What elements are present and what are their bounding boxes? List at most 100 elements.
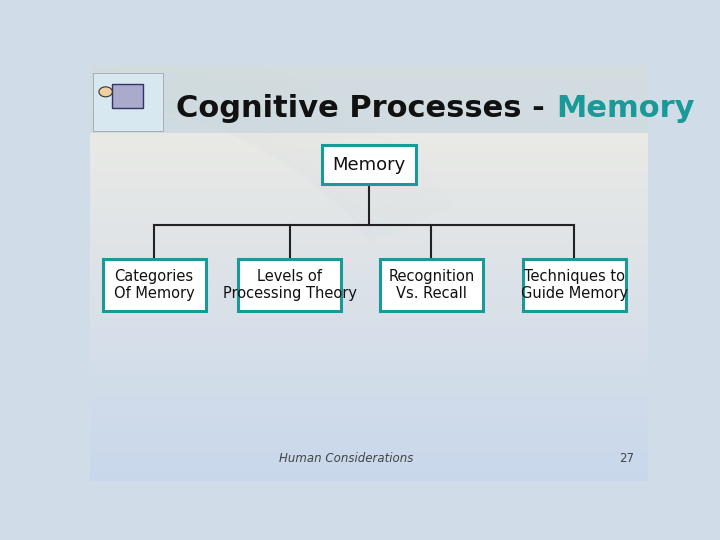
- Bar: [90, 397, 648, 400]
- Bar: [90, 87, 648, 90]
- Bar: [90, 200, 648, 202]
- Bar: [90, 231, 648, 233]
- Bar: [90, 422, 648, 424]
- Bar: [90, 354, 648, 356]
- Bar: [90, 221, 648, 223]
- Bar: [90, 395, 648, 397]
- Bar: [90, 339, 648, 341]
- Bar: [90, 85, 648, 87]
- Bar: [90, 235, 648, 238]
- Bar: [90, 370, 648, 373]
- Bar: [90, 250, 648, 252]
- Bar: [90, 125, 648, 127]
- Bar: [90, 258, 648, 260]
- Bar: [90, 383, 648, 385]
- Bar: [90, 298, 648, 300]
- Bar: [90, 109, 648, 111]
- Bar: [90, 113, 648, 114]
- Bar: [90, 225, 648, 227]
- Bar: [90, 474, 648, 476]
- Bar: [90, 333, 648, 335]
- Bar: [90, 458, 648, 460]
- Bar: [90, 316, 648, 319]
- Bar: [90, 275, 648, 277]
- Bar: [90, 194, 648, 196]
- Bar: [90, 152, 648, 154]
- Bar: [90, 82, 648, 84]
- Bar: [90, 472, 648, 474]
- Bar: [90, 277, 648, 279]
- Bar: [90, 96, 648, 98]
- Bar: [90, 196, 648, 198]
- Bar: [90, 167, 648, 168]
- Bar: [90, 404, 648, 406]
- Bar: [90, 478, 648, 481]
- Bar: [90, 358, 648, 360]
- Bar: [90, 302, 648, 304]
- Bar: [90, 106, 648, 109]
- Bar: [90, 446, 648, 447]
- Bar: [90, 239, 648, 241]
- Bar: [90, 185, 648, 187]
- Bar: [90, 462, 648, 464]
- Bar: [90, 265, 648, 266]
- Bar: [90, 308, 648, 310]
- Bar: [90, 92, 648, 94]
- Bar: [90, 349, 648, 352]
- Bar: [90, 366, 648, 368]
- Bar: [90, 283, 648, 285]
- Bar: [90, 352, 648, 354]
- Bar: [90, 248, 648, 250]
- Bar: [90, 75, 648, 77]
- Bar: [90, 287, 648, 289]
- Bar: [90, 158, 648, 160]
- Bar: [90, 412, 648, 414]
- Bar: [90, 138, 648, 140]
- Bar: [90, 314, 648, 316]
- Bar: [90, 160, 648, 163]
- Bar: [90, 233, 648, 235]
- Text: Cognitive Processes -: Cognitive Processes -: [176, 94, 556, 123]
- Bar: [90, 65, 648, 133]
- Bar: [90, 387, 648, 389]
- Text: Techniques to
Guide Memory: Techniques to Guide Memory: [521, 269, 628, 301]
- Bar: [90, 252, 648, 254]
- Bar: [90, 402, 648, 404]
- Bar: [90, 73, 648, 75]
- Bar: [90, 304, 648, 306]
- Bar: [90, 148, 648, 150]
- Bar: [90, 77, 648, 79]
- Bar: [90, 466, 648, 468]
- Bar: [90, 98, 648, 100]
- Bar: [90, 190, 648, 192]
- Bar: [90, 335, 648, 337]
- Bar: [90, 406, 648, 408]
- Bar: [90, 443, 648, 446]
- Bar: [90, 435, 648, 437]
- Bar: [90, 393, 648, 395]
- Bar: [90, 144, 648, 146]
- Bar: [90, 136, 648, 138]
- Bar: [90, 368, 648, 370]
- Bar: [90, 183, 648, 185]
- Bar: [90, 451, 648, 454]
- Text: 27: 27: [619, 452, 634, 465]
- Bar: [90, 256, 648, 258]
- Bar: [90, 312, 648, 314]
- Bar: [90, 79, 648, 82]
- Bar: [90, 69, 648, 71]
- Bar: [90, 175, 648, 177]
- Bar: [90, 420, 648, 422]
- Bar: [90, 327, 648, 329]
- Text: Categories
Of Memory: Categories Of Memory: [114, 269, 194, 301]
- Bar: [90, 379, 648, 381]
- Bar: [90, 389, 648, 391]
- Bar: [90, 254, 648, 256]
- Bar: [90, 177, 648, 179]
- Bar: [90, 173, 648, 175]
- Bar: [90, 310, 648, 312]
- Bar: [90, 429, 648, 431]
- Bar: [90, 400, 648, 402]
- Bar: [90, 238, 648, 239]
- Text: Levels of
Processing Theory: Levels of Processing Theory: [222, 269, 357, 301]
